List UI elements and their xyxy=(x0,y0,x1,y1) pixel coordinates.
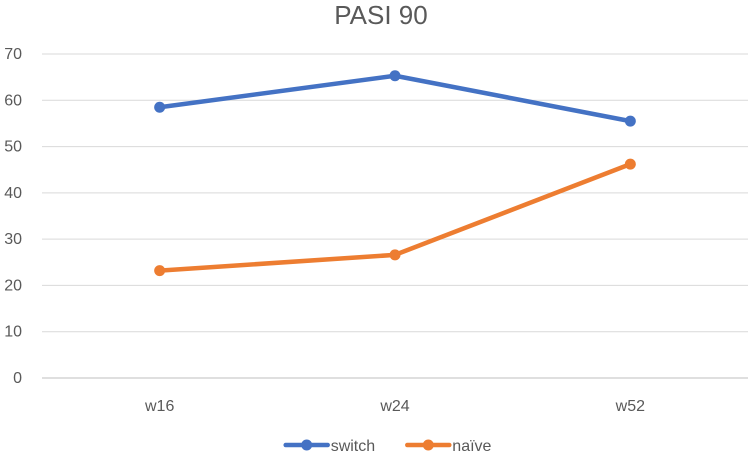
x-tick-label: w16 xyxy=(144,398,174,415)
series-0 xyxy=(154,70,636,127)
legend-marker xyxy=(422,439,434,451)
y-tick-label: 0 xyxy=(13,370,22,387)
y-tick-label: 30 xyxy=(4,231,22,248)
series-1 xyxy=(154,158,636,277)
data-point xyxy=(624,115,636,127)
data-point xyxy=(389,249,401,261)
y-tick-label: 10 xyxy=(4,324,22,341)
y-axis-ticks: 0 10 20 30 40 50 60 70 xyxy=(4,46,22,387)
legend-entry: switch xyxy=(283,438,375,455)
data-point xyxy=(389,70,401,82)
y-tick-label: 40 xyxy=(4,185,22,202)
legend-marker xyxy=(301,439,313,451)
legend-label: switch xyxy=(331,438,375,455)
grid-lines xyxy=(42,53,748,379)
legend-label: naïve xyxy=(452,438,491,455)
data-point xyxy=(154,265,166,277)
legend: switch naïve xyxy=(283,438,492,455)
data-point xyxy=(624,158,636,170)
series-line xyxy=(157,73,633,124)
y-tick-label: 60 xyxy=(4,92,22,109)
data-point xyxy=(154,101,166,113)
y-tick-label: 20 xyxy=(4,277,22,294)
y-tick-label: 50 xyxy=(4,139,22,156)
x-axis-ticks: w16 w24 w52 xyxy=(144,398,645,415)
x-tick-label: w52 xyxy=(615,398,645,415)
legend-entry: naïve xyxy=(405,438,492,455)
chart-title: PASI 90 xyxy=(334,0,427,30)
x-tick-label: w24 xyxy=(379,398,409,415)
series-lines xyxy=(154,70,636,277)
y-tick-label: 70 xyxy=(4,46,22,63)
